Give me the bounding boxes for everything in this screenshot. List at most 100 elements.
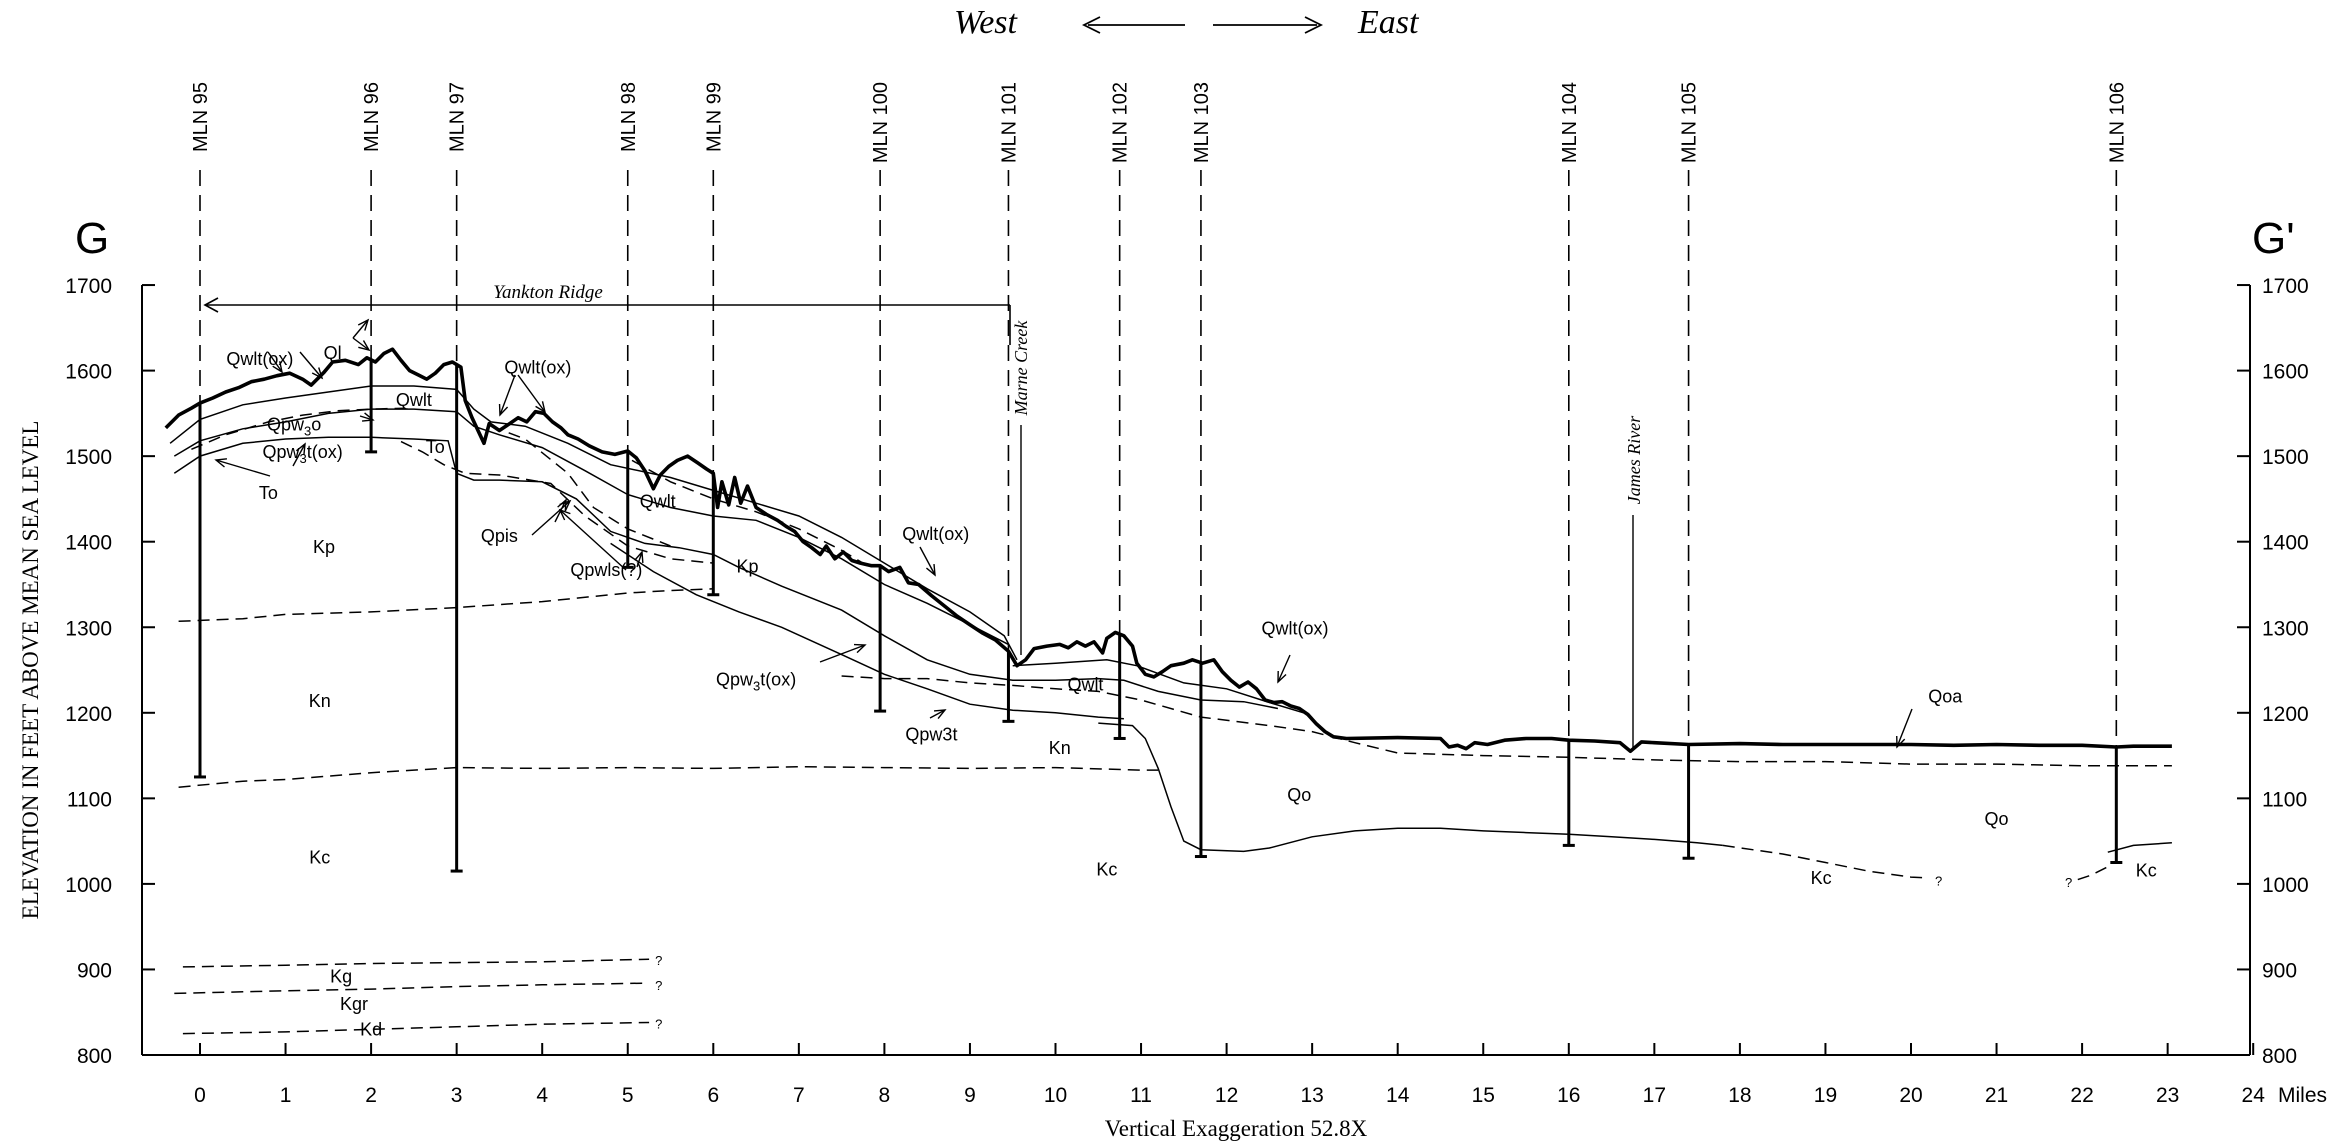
query-mark: ?: [2065, 875, 2072, 890]
y-tick-label-right: 1500: [2262, 446, 2309, 469]
unit-label: Qwlt: [396, 390, 432, 410]
x-tick-label: 20: [1899, 1084, 1922, 1107]
unit-label: Qoa: [1928, 687, 1963, 707]
unit-label: Kp: [313, 537, 335, 557]
ridge-arrowhead: [203, 297, 219, 313]
unit-label: Qwlt: [640, 492, 676, 512]
west-arrowhead: [1081, 16, 1101, 34]
y-tick-label-right: 1200: [2262, 703, 2309, 726]
x-tick-label: 3: [451, 1084, 463, 1107]
query-mark: ?: [1935, 873, 1942, 888]
unit-label-main: Qpw: [267, 415, 305, 435]
unit-label: Kd: [360, 1019, 382, 1039]
leader-line: [1277, 654, 1291, 683]
contact-dashed: [490, 425, 671, 547]
unit-label-subscript: Qpw3o: [267, 415, 321, 439]
leader-line: [352, 319, 369, 339]
x-tick-label: 11: [1130, 1084, 1152, 1107]
contact-dashed: [191, 407, 406, 450]
endpoint-right: G': [2252, 214, 2295, 263]
x-tick-label: 22: [2070, 1084, 2093, 1107]
well-mln-98: MLN 98: [618, 82, 640, 569]
x-tick-label: 4: [536, 1084, 548, 1107]
query-mark: ?: [655, 953, 662, 968]
x-tick-label: 1: [280, 1084, 292, 1107]
contact-solid: [610, 542, 1124, 720]
leader-line: [517, 374, 546, 413]
west-label: West: [954, 4, 1019, 41]
contact-dashed: [631, 459, 868, 567]
unit-label: Qo: [1287, 785, 1311, 805]
well-label: MLN 104: [1559, 82, 1581, 163]
well-label: MLN 101: [998, 82, 1020, 163]
x-tick-label: 14: [1386, 1084, 1410, 1107]
y-tick-label-left: 1200: [65, 703, 112, 726]
unit-label: Kgr: [340, 994, 368, 1014]
query-mark: ?: [655, 1016, 662, 1031]
unit-label-sub: 3: [753, 679, 760, 694]
leader-line: [919, 546, 936, 576]
unit-label-subscript: Qpw3t(ox): [716, 670, 796, 694]
unit-label: Qpwls(?): [570, 560, 642, 580]
x-tick-label: 21: [1985, 1084, 2008, 1107]
well-label: MLN 97: [447, 82, 469, 152]
x-tick-label: 17: [1643, 1084, 1666, 1107]
x-tick-label: 2: [365, 1084, 377, 1107]
leader-line: [929, 709, 946, 719]
x-axis-unit: Miles: [2278, 1084, 2327, 1107]
unit-label-tail: t(ox): [307, 442, 343, 462]
well-label: MLN 103: [1191, 82, 1213, 163]
y-tick-label-left: 1400: [65, 532, 112, 555]
leader-line: [267, 351, 283, 373]
y-tick-label-left: 1100: [67, 788, 112, 811]
leader-arrowhead: [535, 401, 547, 414]
x-tick-label: 12: [1215, 1084, 1238, 1107]
contact-dashed: [182, 1021, 650, 1035]
unit-label: To: [426, 437, 445, 457]
leader-arrowhead: [272, 361, 284, 374]
leader-arrowhead: [361, 412, 375, 422]
leader-line: [299, 351, 323, 379]
leader-arrowhead: [926, 563, 936, 577]
y-tick-label-right: 1000: [2262, 874, 2309, 897]
x-tick-label: 7: [793, 1084, 805, 1107]
unit-label: Kn: [309, 691, 331, 711]
contacts: [164, 347, 2172, 1035]
y-tick-label-right: 800: [2262, 1045, 2297, 1068]
y-tick-label-right: 1600: [2262, 361, 2309, 384]
contact-dashed: [174, 982, 650, 995]
leader-line: [531, 500, 571, 536]
unit-label: Qo: [1985, 809, 2009, 829]
leader-arrowhead: [357, 318, 370, 331]
leader-arrowhead: [558, 508, 571, 521]
wells: MLN 95 MLN 96 MLN 97 MLN 98 MLN 99 MLN 100 MLN…: [190, 82, 2128, 873]
x-tick-label: 18: [1728, 1084, 1751, 1107]
x-tick-label: 9: [964, 1084, 976, 1107]
y-tick-label-right: 1400: [2262, 532, 2309, 555]
contact-dashed: [841, 675, 2172, 767]
unit-label: Ql: [324, 343, 342, 363]
leader-line: [499, 374, 516, 416]
unit-label: Qwlt: [1067, 675, 1103, 695]
contact-dashed: [2077, 866, 2109, 881]
well-mln-103: MLN 103: [1191, 82, 1213, 859]
label-leaders: [214, 318, 1913, 749]
well-label: MLN 100: [870, 82, 892, 163]
query-mark: ?: [655, 978, 662, 993]
leader-arrowhead: [311, 367, 324, 380]
endpoint-left: G: [75, 214, 109, 263]
leader-line: [819, 644, 866, 663]
contact-dashed: [178, 765, 1159, 788]
well-label: MLN 102: [1110, 82, 1132, 163]
unit-label: Kc: [309, 848, 330, 868]
unit-label: Qpis: [481, 526, 518, 546]
y-tick-label-left: 1700: [65, 275, 112, 298]
unit-label: Kg: [330, 966, 352, 986]
well-mln-95: MLN 95: [190, 82, 212, 779]
ridge-label: Yankton Ridge: [493, 282, 603, 303]
unit-label-main: Qpw: [263, 442, 301, 462]
unit-label-sub: 3: [300, 451, 307, 466]
direction-header: West East: [954, 4, 1420, 41]
